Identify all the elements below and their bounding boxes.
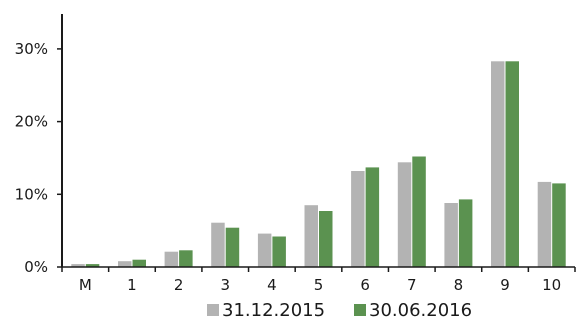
bar-series-2-3 [225,227,240,267]
y-tick-label: 20% [15,113,48,131]
bar-series-2-M [85,264,100,267]
legend-label-2: 30.06.2016 [369,300,472,320]
bar-series-1-6 [351,171,365,267]
bar-series-1-9 [491,61,505,267]
legend: 31.12.2015 30.06.2016 [207,300,472,320]
bar-series-1-1 [118,261,132,267]
bar-series-2-5 [319,211,333,267]
legend-swatch-2 [354,304,366,316]
bar-series-1-5 [304,205,318,267]
bars [71,61,566,267]
bar-series-1-10 [537,181,552,267]
bar-series-1-8 [444,203,458,267]
x-tick-label: 4 [267,276,277,294]
bar-series-2-7 [412,156,426,267]
x-tick-label: 3 [220,276,230,294]
bar-series-1-4 [257,233,272,267]
x-tick-label: 1 [127,276,137,294]
bar-series-2-8 [458,199,473,267]
legend-label-1: 31.12.2015 [222,300,325,320]
y-axis: 0% 10% 20% 30% [15,14,63,276]
x-tick-label: 10 [542,276,561,294]
bar-series-2-1 [132,259,146,267]
legend-swatch-1 [207,304,219,316]
x-tick-label: M [79,276,92,294]
x-tick-label: 6 [360,276,370,294]
x-axis: M 1 2 3 4 5 6 7 8 9 10 [61,266,576,294]
x-tick-label: 2 [174,276,184,294]
y-tick-label: 30% [15,40,48,58]
y-tick-label: 10% [15,185,48,203]
y-tick-label: 0% [24,258,48,276]
bar-series-1-3 [211,222,225,267]
bar-series-2-6 [365,167,380,267]
x-tick-label: 8 [454,276,464,294]
bar-series-2-2 [179,250,193,267]
x-tick-label: 9 [500,276,510,294]
bar-series-2-10 [552,183,566,267]
bar-series-1-M [71,264,85,267]
bar-series-2-9 [505,61,519,267]
x-tick-label: 5 [314,276,324,294]
x-tick-label: 7 [407,276,417,294]
bar-series-1-2 [164,251,179,267]
bar-series-1-7 [397,162,412,267]
bar-series-2-4 [272,236,286,267]
